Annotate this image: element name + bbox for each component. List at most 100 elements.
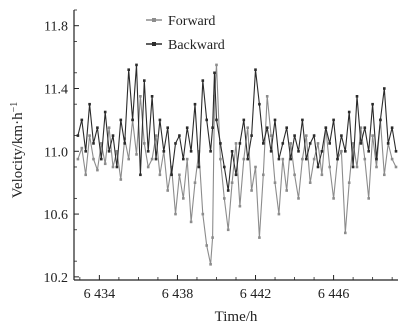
- series-backward-point: [215, 118, 218, 122]
- series-forward-point: [158, 173, 162, 177]
- series-forward-point: [103, 162, 107, 166]
- series-backward-point: [139, 173, 142, 177]
- series-backward-point: [127, 68, 130, 71]
- series-backward-point: [379, 118, 382, 122]
- series-backward-point: [324, 126, 328, 129]
- series-forward-point: [297, 197, 300, 200]
- series-forward-point: [146, 165, 150, 169]
- series-backward-point: [189, 150, 193, 153]
- series-backward-point: [297, 150, 300, 153]
- series-layer: [76, 63, 398, 266]
- series-backward-point: [219, 142, 222, 145]
- series-forward-point: [92, 157, 95, 161]
- series-backward-line: [77, 64, 397, 191]
- series-forward-point: [127, 157, 130, 161]
- series-forward-point: [269, 134, 273, 137]
- series-forward-point: [76, 157, 80, 161]
- series-forward-point: [88, 134, 91, 137]
- y-axis-title: Velocity/km·h−1: [9, 102, 27, 198]
- series-forward-point: [234, 142, 238, 145]
- series-backward-point: [254, 68, 257, 71]
- series-backward-point: [285, 126, 288, 129]
- series-forward-point: [111, 165, 115, 169]
- series-backward-point: [209, 150, 212, 153]
- series-backward-point: [383, 87, 386, 90]
- series-forward-point: [219, 157, 222, 161]
- series-forward-point: [84, 173, 87, 177]
- series-backward-point: [115, 165, 119, 169]
- legend-forward-label: Forward: [168, 14, 215, 29]
- series-backward-point: [146, 150, 150, 153]
- series-backward-point: [205, 118, 208, 122]
- series-forward-point: [135, 153, 138, 156]
- series-backward-point: [394, 150, 398, 153]
- series-forward-point: [205, 244, 208, 247]
- series-backward-point: [230, 150, 234, 153]
- series-forward-point: [281, 157, 285, 161]
- series-backward-point: [154, 157, 158, 161]
- series-forward-point: [305, 134, 308, 137]
- series-forward-point: [119, 178, 123, 181]
- series-backward-point: [305, 157, 308, 161]
- series-backward-point: [174, 142, 177, 145]
- series-backward-point: [344, 150, 347, 153]
- x-tick-label: 6 446: [318, 287, 350, 302]
- series-backward-point: [246, 157, 249, 161]
- series-forward-point: [355, 165, 359, 169]
- series-backward-point: [258, 102, 261, 106]
- x-tick-label: 6 438: [162, 287, 194, 302]
- series-backward-point: [123, 142, 126, 145]
- y-tick-label: 10.2: [44, 271, 69, 286]
- y-tick-label: 11.0: [44, 145, 68, 160]
- series-forward-point: [242, 157, 246, 161]
- series-backward-point: [88, 102, 91, 106]
- series-backward-point: [332, 118, 335, 122]
- series-forward-point: [340, 150, 343, 153]
- series-backward-point: [312, 134, 316, 137]
- series-backward-point: [242, 118, 246, 122]
- series-forward-point: [107, 126, 111, 129]
- series-forward-point: [230, 181, 234, 184]
- series-forward-point: [170, 165, 173, 169]
- series-backward-point: [336, 157, 339, 161]
- series-backward-point: [107, 150, 111, 153]
- series-backward-point: [185, 126, 189, 129]
- series-forward-point: [197, 150, 201, 153]
- y-tick-label: 11.4: [44, 82, 68, 97]
- series-backward-point: [84, 150, 87, 153]
- series-forward-point: [316, 142, 320, 145]
- series-backward-point: [158, 118, 162, 122]
- legend-backward-label: Backward: [168, 38, 225, 53]
- series-backward-point: [197, 165, 201, 169]
- series-forward-point: [258, 236, 261, 239]
- series-forward-point: [215, 63, 218, 67]
- series-forward-point: [390, 157, 394, 161]
- series-forward-point: [193, 181, 197, 184]
- series-forward-point: [100, 142, 103, 145]
- series-forward-point: [273, 181, 277, 184]
- series-forward-point: [285, 189, 288, 192]
- series-backward-point: [193, 102, 197, 106]
- series-forward-point: [154, 134, 158, 137]
- series-backward-point: [223, 165, 226, 169]
- series-backward-point: [293, 134, 296, 137]
- series-forward-point: [363, 157, 367, 161]
- series-forward-point: [371, 134, 374, 137]
- series-forward-point: [185, 157, 189, 161]
- series-forward-point: [150, 157, 154, 161]
- series-backward-point: [265, 126, 269, 129]
- series-forward-point: [394, 165, 398, 169]
- series-forward-point: [308, 181, 312, 184]
- series-backward-point: [250, 134, 253, 137]
- series-backward-point: [363, 126, 367, 129]
- series-forward-point: [383, 173, 386, 177]
- series-backward-point: [367, 150, 370, 153]
- series-backward-point: [238, 142, 242, 145]
- series-backward-point: [166, 126, 169, 129]
- series-forward-point: [265, 95, 269, 98]
- series-forward-point: [201, 212, 205, 216]
- series-backward-point: [213, 71, 216, 75]
- series-forward-point: [347, 181, 351, 184]
- series-forward-point: [139, 95, 142, 98]
- series-forward-point: [80, 146, 84, 150]
